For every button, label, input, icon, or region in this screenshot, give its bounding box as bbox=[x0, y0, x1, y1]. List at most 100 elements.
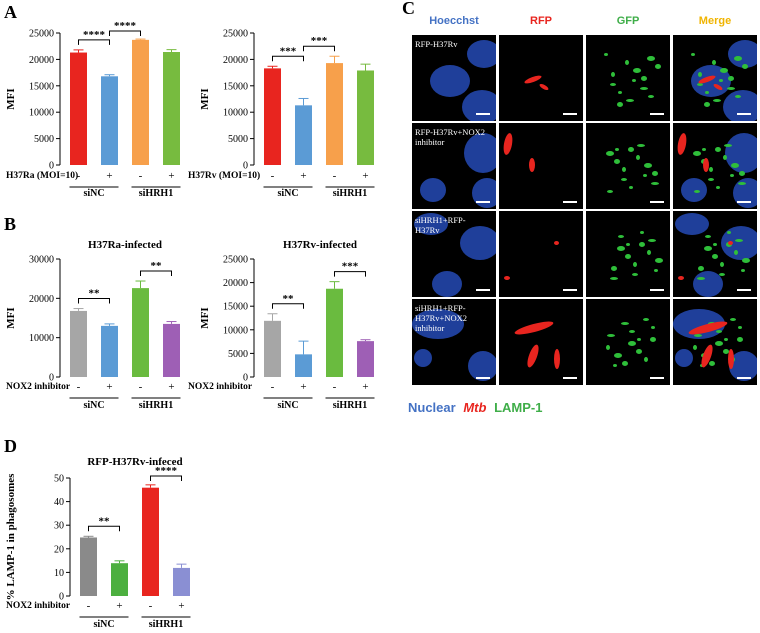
stain-blob bbox=[626, 99, 634, 102]
stain-blob bbox=[741, 269, 745, 272]
microscopy-image bbox=[499, 35, 583, 121]
stain-blob bbox=[738, 182, 746, 185]
scale-bar bbox=[563, 201, 577, 203]
panel-label-c: C bbox=[402, 0, 415, 18]
y-tick-label: 10 bbox=[54, 568, 64, 579]
stain-blob bbox=[529, 158, 535, 172]
bar bbox=[70, 52, 87, 166]
treatment-sign: + bbox=[362, 170, 368, 182]
stain-blob bbox=[607, 334, 615, 337]
legend-mtb: Mtb bbox=[463, 400, 487, 415]
significance-bracket bbox=[272, 303, 304, 309]
stain-blob bbox=[709, 167, 713, 172]
stain-blob bbox=[713, 243, 717, 246]
y-tick-label: 10000 bbox=[223, 108, 248, 119]
microscopy-image bbox=[673, 35, 757, 121]
stain-blob bbox=[606, 345, 610, 350]
stain-blob bbox=[647, 250, 651, 255]
panel-label-a: A bbox=[4, 2, 17, 22]
stain-blob bbox=[637, 144, 645, 147]
y-tick-label: 5000 bbox=[228, 349, 248, 360]
stain-blob bbox=[735, 95, 741, 98]
microscopy-image bbox=[586, 211, 670, 297]
bar bbox=[173, 567, 190, 596]
scale-bar bbox=[563, 377, 577, 379]
bar bbox=[357, 341, 374, 377]
stain-blob bbox=[678, 276, 684, 280]
group-label: siNC bbox=[83, 400, 104, 411]
treatment-sign: - bbox=[149, 600, 153, 612]
stain-blob bbox=[713, 99, 721, 102]
y-tick-label: 10000 bbox=[29, 333, 54, 344]
significance-bracket bbox=[109, 30, 141, 36]
stain-blob bbox=[525, 343, 541, 369]
microscopy-image bbox=[586, 299, 670, 385]
microscopy-column-header: Hoecchst bbox=[429, 15, 479, 27]
stain-blob bbox=[738, 326, 742, 329]
y-tick-label: 20000 bbox=[29, 55, 54, 66]
treatment-sign: + bbox=[362, 381, 368, 393]
stain-blob bbox=[723, 349, 729, 354]
microscopy-image bbox=[673, 299, 757, 385]
stain-blob bbox=[648, 95, 654, 98]
y-tick-label: 25000 bbox=[223, 29, 248, 40]
group-label: siNC bbox=[277, 188, 298, 199]
microscopy-row-label: siHRH1+RFP- H37Rv+NOX2 inhibitor bbox=[415, 303, 468, 333]
stain-blob bbox=[742, 64, 748, 69]
legend-lamp1: LAMP-1 bbox=[494, 400, 543, 415]
stain-blob bbox=[604, 53, 608, 56]
stain-blob bbox=[617, 102, 623, 107]
y-axis-label: MFI bbox=[199, 307, 211, 328]
microscopy-row-label: RFP-H37Rv+NOX2 inhibitor bbox=[415, 127, 485, 147]
scale-bar bbox=[650, 377, 664, 379]
significance-label: ** bbox=[151, 260, 163, 272]
stain-blob bbox=[705, 91, 709, 94]
bar bbox=[142, 487, 159, 596]
group-label: siHRH1 bbox=[333, 188, 367, 199]
microscopy-image bbox=[586, 123, 670, 209]
scale-bar bbox=[737, 113, 751, 115]
bar bbox=[132, 39, 149, 165]
stain-blob bbox=[622, 167, 626, 172]
stain-blob bbox=[538, 82, 550, 92]
stain-blob bbox=[728, 40, 757, 68]
stain-blob bbox=[725, 133, 757, 173]
microscopy-image bbox=[586, 35, 670, 121]
significance-bracket bbox=[334, 271, 366, 277]
stain-blob bbox=[698, 266, 704, 271]
stain-blob bbox=[730, 318, 736, 321]
stain-blob bbox=[650, 337, 656, 342]
stain-blob bbox=[727, 87, 735, 90]
stain-blob bbox=[719, 273, 725, 276]
stain-blob bbox=[621, 322, 629, 325]
stain-blob bbox=[693, 271, 723, 297]
stain-blob bbox=[691, 53, 695, 56]
stain-blob bbox=[644, 163, 652, 168]
significance-bracket bbox=[88, 525, 120, 532]
stain-blob bbox=[626, 243, 630, 246]
chart-title: RFP-H37Rv-infeced bbox=[87, 456, 182, 468]
microscopy-image bbox=[673, 123, 757, 209]
stain-blob bbox=[629, 186, 633, 189]
bar bbox=[101, 325, 118, 377]
stain-blob bbox=[730, 174, 734, 177]
group-label: siHRH1 bbox=[139, 400, 173, 411]
y-tick-label: 5000 bbox=[34, 134, 54, 145]
y-tick-label: 20 bbox=[54, 544, 64, 555]
y-tick-label: 25000 bbox=[223, 255, 248, 266]
y-axis-label: % LAMP-1 in phagosomes bbox=[5, 473, 17, 601]
group-label: siNC bbox=[277, 400, 298, 411]
stain-blob bbox=[655, 258, 663, 263]
microscopy-image bbox=[673, 211, 757, 297]
microscopy-row-label: siHRH1+RFP- H37Rv bbox=[415, 215, 466, 235]
stain-blob bbox=[647, 56, 655, 61]
stain-blob bbox=[468, 351, 496, 381]
significance-bracket bbox=[78, 39, 110, 45]
stain-blob bbox=[641, 76, 647, 81]
y-tick-label: 0 bbox=[243, 373, 248, 384]
microscopy-column-header: Merge bbox=[698, 15, 732, 27]
stain-blob bbox=[636, 155, 640, 160]
bar bbox=[295, 105, 312, 165]
bar bbox=[80, 537, 97, 596]
microscopy-image bbox=[499, 211, 583, 297]
